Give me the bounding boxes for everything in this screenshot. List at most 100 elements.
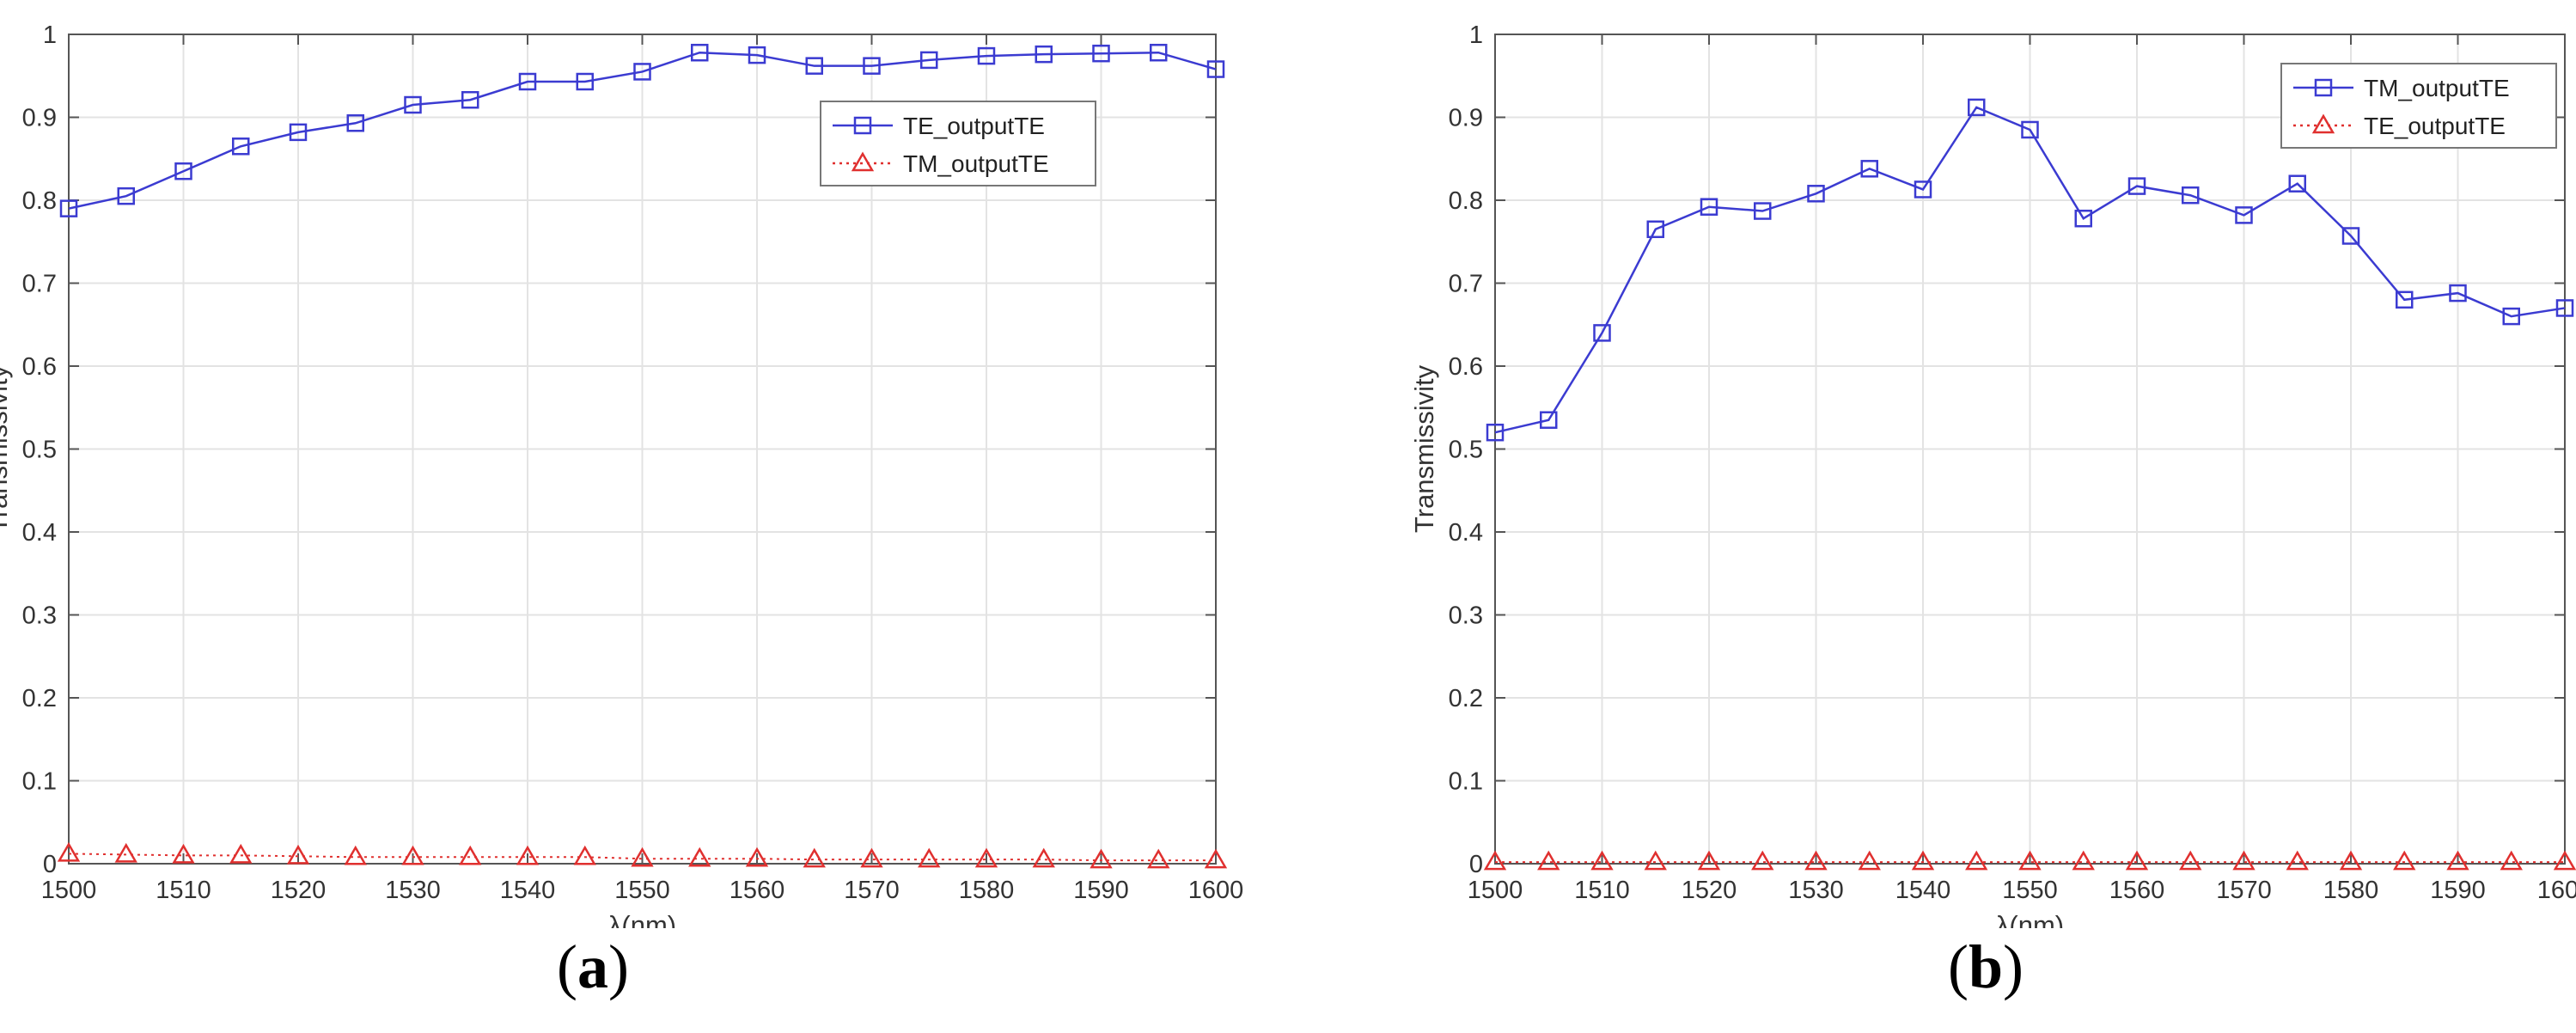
x-tick-label: 1600 bbox=[2537, 877, 2576, 904]
data-point-square bbox=[2449, 284, 2467, 303]
data-point-square bbox=[289, 123, 308, 142]
data-point-square bbox=[1860, 160, 1878, 178]
data-point-triangle bbox=[1965, 850, 1988, 871]
legend-box bbox=[2280, 63, 2557, 149]
y-tick-label: 0.5 bbox=[22, 437, 57, 464]
y-tick-label: 0.8 bbox=[1449, 187, 1483, 215]
y-tick-label: 0.9 bbox=[22, 105, 57, 132]
y-tick-label: 0 bbox=[43, 851, 57, 878]
y-tick-label: 1 bbox=[43, 21, 57, 49]
x-tick-label: 1510 bbox=[1574, 877, 1630, 904]
x-tick-label: 1500 bbox=[41, 877, 97, 904]
data-point-square bbox=[1646, 220, 1664, 239]
data-point-triangle bbox=[688, 847, 711, 867]
series-line-1 bbox=[68, 853, 1216, 862]
data-point-triangle bbox=[974, 847, 998, 868]
chart-b: 1500 1510 1520 1530 1540 1550 1560 1570 1580 1590… bbox=[1409, 21, 2576, 928]
x-tick-label: 1500 bbox=[1468, 877, 1523, 904]
y-tick-label: 0.2 bbox=[22, 685, 57, 712]
y-tick-label: 0.7 bbox=[22, 271, 57, 298]
data-point-square bbox=[863, 57, 881, 75]
legend-marker-triangle bbox=[2311, 113, 2335, 134]
series-line-0 bbox=[68, 51, 1217, 210]
legend-label: TE_outputTE bbox=[903, 113, 1045, 139]
x-tick-label: 1580 bbox=[959, 877, 1015, 904]
data-point-square bbox=[691, 43, 709, 62]
y-tick-label: 0.6 bbox=[22, 353, 57, 381]
data-point-square bbox=[404, 95, 422, 114]
data-point-square bbox=[2396, 290, 2414, 309]
data-point-square bbox=[1092, 44, 1110, 63]
data-point-square bbox=[232, 138, 250, 156]
data-point-triangle bbox=[803, 847, 826, 868]
data-point-triangle bbox=[860, 847, 883, 868]
data-point-triangle bbox=[2446, 850, 2469, 871]
data-point-square bbox=[2235, 206, 2253, 224]
data-point-square bbox=[2127, 177, 2146, 195]
chart-a: 1500 1510 1520 1530 1540 1550 1560 1570 1580 1590… bbox=[0, 21, 1244, 928]
x-tick-label: 1560 bbox=[729, 877, 785, 904]
data-point-triangle bbox=[344, 845, 367, 865]
x-tick-label: 1570 bbox=[2216, 877, 2272, 904]
data-point-triangle bbox=[172, 843, 195, 864]
panel-label-a: (a) bbox=[557, 932, 629, 1001]
x-tick-label: 1590 bbox=[1073, 877, 1129, 904]
data-point-square bbox=[2555, 299, 2574, 317]
y-tick-label: 0.9 bbox=[1449, 105, 1483, 132]
data-point-triangle bbox=[745, 847, 769, 867]
data-point-triangle bbox=[2286, 850, 2309, 871]
data-point-triangle bbox=[401, 845, 424, 865]
data-point-triangle bbox=[1147, 848, 1170, 869]
data-point-square bbox=[2502, 307, 2520, 326]
data-point-triangle bbox=[631, 847, 654, 867]
y-tick-label: 0.3 bbox=[1449, 602, 1483, 630]
legend-marker-square bbox=[2314, 78, 2333, 97]
data-point-square bbox=[805, 57, 823, 75]
data-point-square bbox=[117, 186, 135, 205]
panel-label-a-letter: a bbox=[577, 932, 608, 1001]
data-point-square bbox=[1593, 324, 1611, 342]
x-tick-label: 1520 bbox=[271, 877, 327, 904]
data-point-square bbox=[518, 72, 537, 91]
x-tick-label: 1540 bbox=[1895, 877, 1951, 904]
y-tick-label: 0.6 bbox=[1449, 353, 1483, 381]
x-tick-label: 1600 bbox=[1188, 877, 1244, 904]
legend-marker-square bbox=[853, 116, 872, 135]
axes-box bbox=[68, 34, 1217, 865]
data-point-triangle bbox=[2179, 850, 2202, 871]
chart-panel-a: 1500 1510 1520 1530 1540 1550 1560 1570 1580 1590… bbox=[0, 0, 1272, 1033]
data-point-triangle bbox=[2339, 850, 2363, 871]
x-tick-label: 1550 bbox=[2002, 877, 2058, 904]
data-point-triangle bbox=[1697, 850, 1721, 871]
y-tick-label: 0.3 bbox=[22, 602, 57, 630]
data-point-triangle bbox=[1537, 850, 1560, 871]
data-point-square bbox=[2021, 120, 2039, 139]
y-axis-label: Transmissivity bbox=[1409, 364, 1439, 533]
data-point-triangle bbox=[2232, 850, 2256, 871]
y-tick-label: 0.4 bbox=[22, 519, 57, 547]
data-point-triangle bbox=[516, 845, 540, 865]
data-point-square bbox=[2288, 174, 2306, 193]
x-tick-label: 1510 bbox=[156, 877, 211, 904]
x-tick-label: 1520 bbox=[1682, 877, 1737, 904]
panel-label-b-letter: b bbox=[1968, 932, 2004, 1001]
data-point-triangle bbox=[1090, 848, 1113, 869]
data-point-triangle bbox=[1858, 850, 1881, 871]
x-axis-label: λ(nm) bbox=[1996, 910, 2064, 928]
data-point-square bbox=[461, 90, 479, 109]
data-point-triangle bbox=[1804, 850, 1828, 871]
data-point-square bbox=[1150, 43, 1168, 62]
series-line-0 bbox=[1494, 106, 2566, 434]
legend-label: TE_outputTE bbox=[2364, 113, 2506, 139]
y-tick-label: 0.2 bbox=[1449, 685, 1483, 712]
data-point-triangle bbox=[1644, 850, 1667, 871]
data-point-triangle bbox=[459, 845, 482, 865]
data-point-triangle bbox=[286, 844, 310, 865]
data-point-triangle bbox=[2553, 850, 2576, 871]
data-point-square bbox=[576, 72, 594, 91]
y-tick-label: 1 bbox=[1469, 21, 1483, 49]
data-point-triangle bbox=[918, 847, 941, 868]
x-tick-label: 1590 bbox=[2430, 877, 2486, 904]
data-point-triangle bbox=[114, 842, 137, 863]
legend-marker-triangle bbox=[851, 151, 875, 172]
